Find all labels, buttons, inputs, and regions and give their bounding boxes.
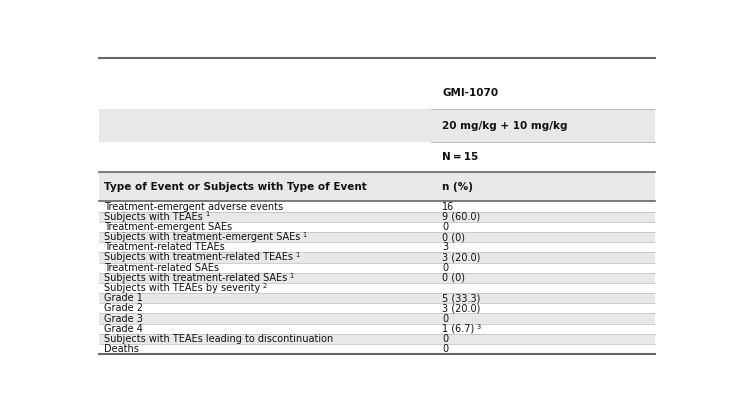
Text: 3: 3	[442, 242, 448, 252]
Bar	[98, 334, 655, 344]
Text: Subjects with treatment-emergent SAEs: Subjects with treatment-emergent SAEs	[104, 232, 301, 242]
Bar	[98, 58, 655, 77]
Text: 3 (20.0): 3 (20.0)	[442, 303, 481, 313]
Bar	[98, 109, 655, 142]
Text: Deaths: Deaths	[104, 344, 139, 354]
Text: Grade 4: Grade 4	[104, 324, 143, 334]
Text: 1: 1	[295, 252, 299, 258]
Text: Grade 1: Grade 1	[104, 293, 143, 303]
Bar	[98, 201, 655, 211]
Bar	[98, 172, 655, 201]
Bar	[98, 77, 655, 109]
Text: Type of Event or Subjects with Type of Event: Type of Event or Subjects with Type of E…	[104, 181, 368, 192]
Text: 0: 0	[442, 262, 448, 273]
Bar	[98, 324, 655, 334]
Text: 0 (0): 0 (0)	[442, 273, 465, 283]
Bar	[98, 222, 655, 232]
Text: 3: 3	[476, 324, 480, 330]
Text: 20 mg/kg + 10 mg/kg: 20 mg/kg + 10 mg/kg	[442, 121, 567, 131]
Text: 0: 0	[442, 313, 448, 324]
Text: Treatment-emergent adverse events: Treatment-emergent adverse events	[104, 202, 284, 211]
Text: 0: 0	[442, 222, 448, 232]
Bar	[98, 232, 655, 242]
Text: 1: 1	[290, 273, 293, 279]
Text: Subjects with treatment-related TEAEs: Subjects with treatment-related TEAEs	[104, 252, 293, 262]
Text: 0: 0	[442, 334, 448, 344]
Text: GMI-1070: GMI-1070	[442, 88, 498, 98]
Bar	[98, 211, 655, 222]
Bar	[98, 344, 655, 354]
Text: Treatment-related TEAEs: Treatment-related TEAEs	[104, 242, 225, 252]
Text: Subjects with TEAEs by severity: Subjects with TEAEs by severity	[104, 283, 261, 293]
Text: n (%): n (%)	[442, 181, 473, 192]
Text: 1 (6.7): 1 (6.7)	[442, 324, 475, 334]
Text: 0: 0	[442, 344, 448, 354]
Text: Treatment-emergent SAEs: Treatment-emergent SAEs	[104, 222, 232, 232]
Bar	[98, 262, 655, 273]
Bar	[98, 293, 655, 303]
Bar	[98, 313, 655, 324]
Bar	[98, 303, 655, 313]
Text: Subjects with TEAEs leading to discontinuation: Subjects with TEAEs leading to discontin…	[104, 334, 334, 344]
Text: N = 15: N = 15	[442, 152, 478, 162]
Bar	[98, 142, 655, 172]
Text: Subjects with TEAEs: Subjects with TEAEs	[104, 212, 203, 222]
Bar	[98, 242, 655, 252]
Bar	[98, 283, 655, 293]
Text: Treatment-related SAEs: Treatment-related SAEs	[104, 262, 220, 273]
Text: 9 (60.0): 9 (60.0)	[442, 212, 481, 222]
Text: 1: 1	[303, 232, 306, 238]
Text: Subjects with treatment-related SAEs: Subjects with treatment-related SAEs	[104, 273, 287, 283]
Text: 16: 16	[442, 202, 454, 211]
Text: 5 (33.3): 5 (33.3)	[442, 293, 481, 303]
Text: 3 (20.0): 3 (20.0)	[442, 252, 481, 262]
Bar	[98, 252, 655, 262]
Bar	[98, 273, 655, 283]
Text: 0 (0): 0 (0)	[442, 232, 465, 242]
Text: Grade 3: Grade 3	[104, 313, 143, 324]
Text: Grade 2: Grade 2	[104, 303, 143, 313]
Text: 2: 2	[262, 283, 267, 289]
Text: 1: 1	[205, 211, 209, 217]
